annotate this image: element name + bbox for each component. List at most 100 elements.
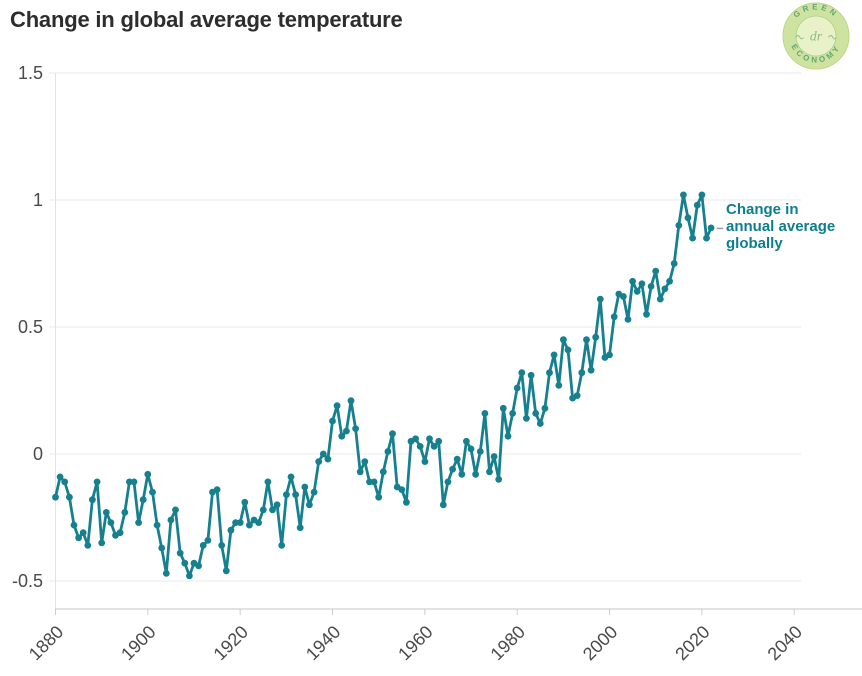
data-point	[610, 313, 618, 321]
data-point	[107, 519, 115, 526]
data-point	[75, 534, 82, 542]
data-point	[555, 382, 563, 389]
data-point	[449, 465, 456, 473]
chart-title: Change in global average temperature	[10, 7, 403, 32]
data-point	[84, 542, 92, 549]
data-point	[439, 501, 447, 509]
data-point	[283, 491, 290, 498]
series-annotation: Change in annual average globally	[726, 201, 862, 252]
annotation-line: globally	[726, 235, 783, 252]
data-point	[504, 432, 512, 440]
data-point	[481, 410, 489, 417]
data-point	[518, 369, 526, 377]
data-point	[333, 402, 341, 410]
data-point	[66, 493, 73, 501]
data-point	[352, 425, 359, 432]
data-point	[153, 521, 161, 529]
data-point	[495, 476, 503, 483]
data-point	[536, 420, 544, 427]
data-point	[135, 519, 143, 526]
data-point	[121, 509, 129, 516]
data-point	[236, 519, 244, 526]
data-point	[199, 542, 207, 549]
data-point	[680, 191, 687, 199]
data-point	[186, 572, 193, 580]
data-point	[693, 201, 701, 209]
data-point	[269, 506, 276, 514]
x-tick-label: 1940	[302, 622, 344, 664]
data-point	[315, 458, 323, 465]
data-point	[255, 519, 262, 526]
data-point	[430, 443, 438, 450]
data-point	[375, 493, 383, 501]
y-tick-label: 0.5	[18, 317, 43, 337]
x-tick-label: 2040	[764, 622, 806, 664]
data-point	[195, 562, 203, 570]
data-point	[499, 404, 507, 412]
data-point	[620, 293, 627, 300]
data-point	[347, 397, 355, 405]
annotation-line: annual average	[726, 218, 836, 235]
x-tick-label: 1960	[394, 622, 436, 664]
data-point	[389, 430, 396, 438]
data-point	[222, 567, 230, 575]
data-point	[89, 496, 96, 504]
data-point	[259, 506, 267, 514]
data-point	[532, 410, 540, 417]
data-point	[102, 509, 110, 516]
data-point	[139, 496, 147, 504]
green-economy-logo: GREEN ECONOMY dr	[782, 2, 850, 70]
data-point	[560, 336, 567, 344]
data-point	[319, 450, 327, 458]
data-point	[162, 570, 170, 577]
data-point	[703, 234, 710, 242]
data-point	[426, 435, 433, 443]
data-point	[606, 351, 613, 359]
data-point	[490, 453, 498, 460]
x-tick-label: 2000	[579, 622, 621, 664]
data-point	[596, 295, 604, 303]
data-point	[227, 526, 235, 534]
data-point	[476, 448, 484, 455]
data-point	[310, 488, 318, 496]
data-point	[61, 478, 69, 486]
y-tick-label: 1.5	[18, 63, 43, 83]
x-tick-label: 1920	[210, 622, 252, 664]
data-point	[278, 542, 286, 549]
data-point	[661, 285, 669, 293]
logo-right-flourish	[828, 35, 837, 40]
x-tick-label: 1900	[117, 622, 159, 664]
data-point	[52, 493, 59, 501]
data-point	[583, 336, 590, 344]
y-tick-label: 1	[33, 190, 43, 210]
data-point	[647, 283, 655, 290]
data-point	[181, 559, 189, 567]
data-point	[689, 234, 696, 242]
data-point	[172, 506, 179, 514]
data-point	[398, 486, 406, 493]
data-point	[421, 458, 429, 465]
data-point	[324, 455, 332, 463]
data-point	[652, 267, 660, 275]
data-point	[241, 498, 249, 506]
data-point	[343, 427, 350, 435]
data-point	[467, 445, 475, 453]
data-point	[444, 478, 452, 486]
data-point	[292, 491, 299, 498]
data-point	[416, 443, 424, 450]
data-point	[513, 384, 521, 392]
data-point	[550, 351, 558, 359]
data-point	[629, 277, 636, 285]
data-point	[675, 222, 683, 229]
y-tick-label: -0.5	[12, 571, 43, 591]
data-point	[486, 468, 493, 476]
data-point	[130, 478, 138, 486]
data-point	[273, 501, 281, 509]
data-point	[666, 277, 673, 285]
data-point	[624, 316, 632, 323]
data-point	[638, 280, 646, 288]
data-point	[656, 295, 664, 303]
data-point	[684, 214, 692, 222]
